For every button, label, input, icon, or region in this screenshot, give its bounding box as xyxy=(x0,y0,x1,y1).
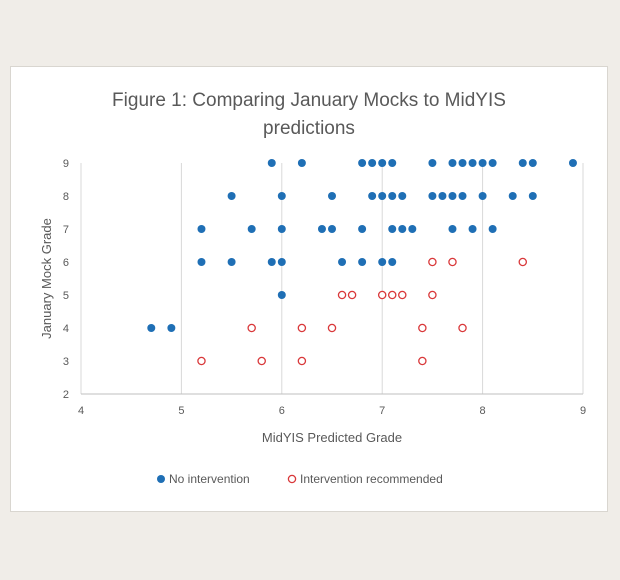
y-tick-label: 2 xyxy=(63,389,69,401)
x-tick-label: 7 xyxy=(379,405,385,417)
data-point-series-1 xyxy=(368,192,377,200)
data-point-series-2 xyxy=(418,323,427,333)
y-tick-label: 4 xyxy=(63,323,69,335)
data-point-series-1 xyxy=(478,159,487,167)
data-point-series-1 xyxy=(378,258,387,266)
x-axis-label: MidYIS Predicted Grade xyxy=(262,430,402,445)
data-point-series-1 xyxy=(448,159,457,167)
data-point-series-1 xyxy=(408,225,417,233)
data-point-series-1 xyxy=(398,225,407,233)
data-point-series-1 xyxy=(458,159,467,167)
data-point-series-1 xyxy=(167,324,176,332)
data-point-series-1 xyxy=(478,192,487,200)
data-point-series-2 xyxy=(247,323,256,333)
data-point-series-1 xyxy=(388,192,397,200)
data-point-series-1 xyxy=(227,192,236,200)
chart-title-line-2: predictions xyxy=(263,118,355,139)
data-point-series-1 xyxy=(317,225,326,233)
data-point-series-2 xyxy=(377,290,387,300)
data-point-series-1 xyxy=(368,159,377,167)
data-point-series-1 xyxy=(448,192,457,200)
legend-marker-series-2 xyxy=(287,474,297,484)
chart-title: Figure 1: Comparing January Mocks to Mid… xyxy=(11,87,607,143)
data-point-series-1 xyxy=(197,225,206,233)
data-point-series-1 xyxy=(388,159,397,167)
data-point-series-1 xyxy=(518,159,527,167)
data-point-series-1 xyxy=(428,159,437,167)
data-point-series-2 xyxy=(337,290,347,300)
y-tick-label: 8 xyxy=(63,191,69,203)
data-point-series-1 xyxy=(277,192,286,200)
data-point-series-2 xyxy=(418,356,427,366)
data-point-series-1 xyxy=(247,225,256,233)
data-point-series-1 xyxy=(297,159,306,167)
data-point-series-1 xyxy=(428,192,437,200)
scatter-plot: 4 5 6 7 8 9 2 3 4 5 6 7 8 9 MidYIS Predicted Grade Janu… xyxy=(39,158,586,486)
data-point-series-1 xyxy=(528,159,537,167)
data-point-series-1 xyxy=(488,159,497,167)
data-point-series-1 xyxy=(277,258,286,266)
data-point-series-2 xyxy=(257,356,266,366)
data-point-series-1 xyxy=(468,225,477,233)
y-tick-label: 3 xyxy=(63,356,69,368)
data-point-series-1 xyxy=(267,159,276,167)
data-point-series-1 xyxy=(328,192,336,200)
x-tick-label: 9 xyxy=(580,405,586,417)
data-point-series-2 xyxy=(518,257,528,267)
data-point-series-1 xyxy=(358,258,367,266)
y-tick-label: 6 xyxy=(63,257,69,269)
data-point-series-1 xyxy=(277,291,286,299)
data-point-series-2 xyxy=(297,356,307,366)
data-point-series-1 xyxy=(458,192,467,200)
data-point-series-2 xyxy=(387,290,397,300)
data-point-series-2 xyxy=(327,323,337,333)
data-point-series-1 xyxy=(378,159,387,167)
y-tick-label: 9 xyxy=(63,158,69,170)
data-point-series-2 xyxy=(398,290,407,300)
data-point-series-1 xyxy=(338,258,347,266)
data-point-series-1 xyxy=(528,192,537,200)
data-point-series-1 xyxy=(277,225,286,233)
data-point-series-1 xyxy=(568,159,577,167)
x-tick-label: 5 xyxy=(178,405,184,417)
legend-label-series-1: No intervention xyxy=(169,472,250,486)
x-tick-label: 6 xyxy=(279,405,285,417)
data-point-series-1 xyxy=(197,258,206,266)
data-point-series-2 xyxy=(448,257,457,267)
data-point-series-1 xyxy=(358,225,367,233)
data-point-series-2 xyxy=(428,290,437,300)
y-axis-label: January Mock Grade xyxy=(39,218,54,339)
data-point-series-1 xyxy=(488,225,497,233)
data-point-series-2 xyxy=(197,356,206,366)
data-point-series-1 xyxy=(468,159,477,167)
y-tick-label: 7 xyxy=(63,224,69,236)
data-point-series-1 xyxy=(328,225,336,233)
data-point-series-1 xyxy=(267,258,276,266)
chart-title-line-1: Figure 1: Comparing January Mocks to Mid… xyxy=(112,90,506,111)
legend-marker-series-1 xyxy=(157,475,165,483)
data-point-series-1 xyxy=(388,258,397,266)
data-point-series-1 xyxy=(508,192,517,200)
y-tick-label: 5 xyxy=(63,290,69,302)
data-point-series-1 xyxy=(378,192,387,200)
data-point-series-2 xyxy=(458,323,467,333)
data-point-series-1 xyxy=(227,258,236,266)
data-point-series-2 xyxy=(347,290,357,300)
data-point-series-2 xyxy=(297,323,307,333)
data-point-series-1 xyxy=(448,225,457,233)
data-point-series-1 xyxy=(388,225,397,233)
x-tick-label: 8 xyxy=(480,405,486,417)
chart-card: Figure 1: Comparing January Mocks to Mid… xyxy=(10,66,608,512)
data-point-series-2 xyxy=(428,257,437,267)
data-point-series-1 xyxy=(358,159,367,167)
data-point-series-1 xyxy=(398,192,407,200)
data-point-series-1 xyxy=(438,192,447,200)
legend-label-series-2: Intervention recommended xyxy=(300,472,443,486)
x-tick-label: 4 xyxy=(78,405,84,417)
data-point-series-1 xyxy=(147,324,156,332)
